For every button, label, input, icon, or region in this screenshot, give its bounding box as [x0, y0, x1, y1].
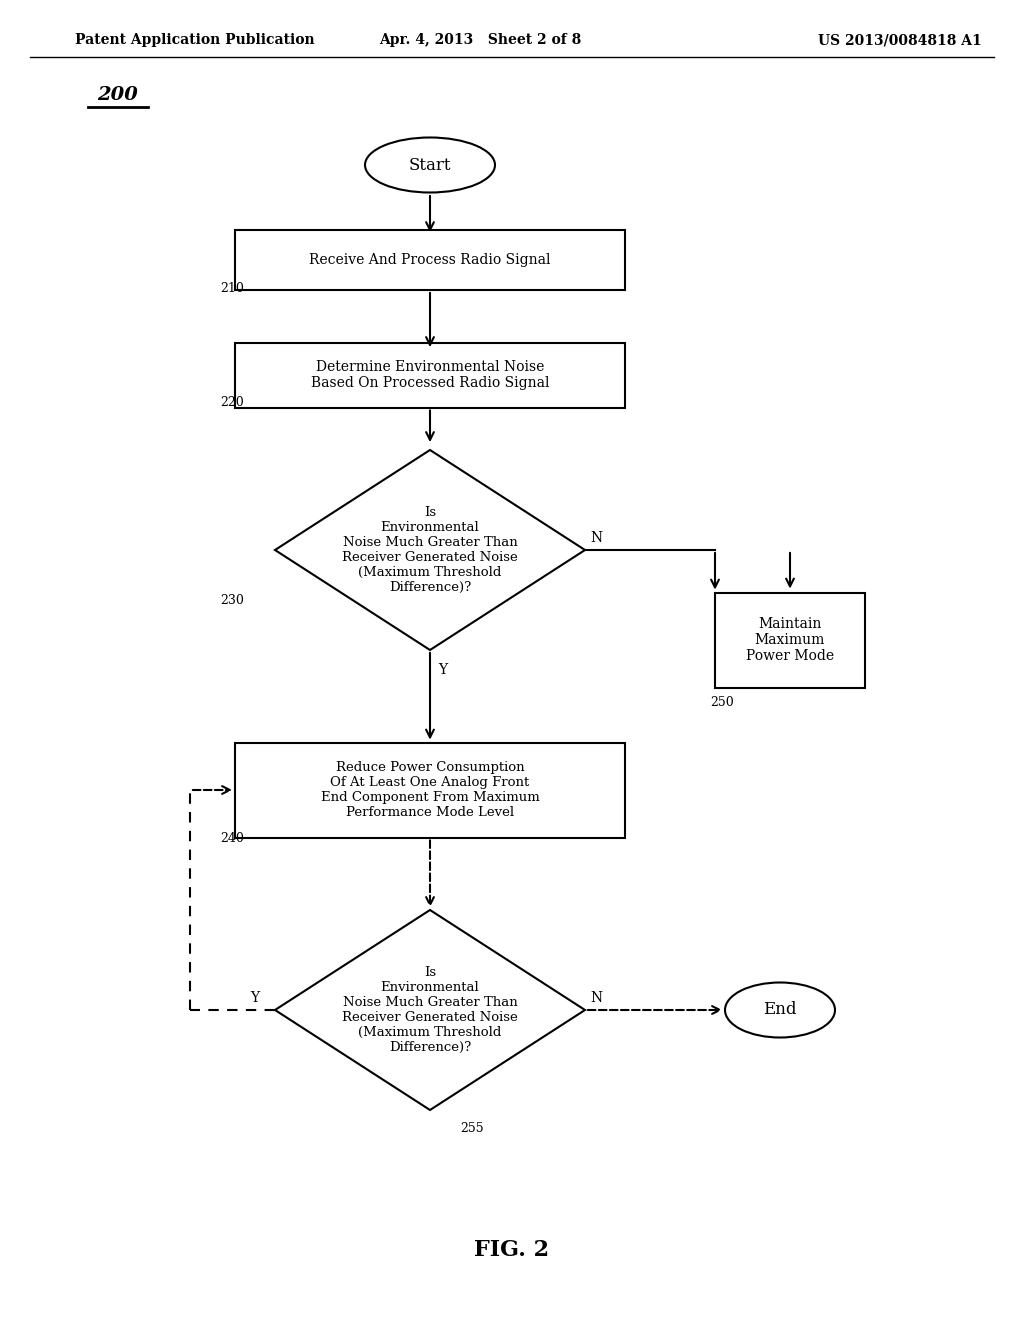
Text: Maintain
Maximum
Power Mode: Maintain Maximum Power Mode — [745, 616, 835, 663]
Text: Receive And Process Radio Signal: Receive And Process Radio Signal — [309, 253, 551, 267]
Text: Determine Environmental Noise
Based On Processed Radio Signal: Determine Environmental Noise Based On P… — [310, 360, 549, 391]
Bar — [715, 593, 865, 688]
Text: Apr. 4, 2013   Sheet 2 of 8: Apr. 4, 2013 Sheet 2 of 8 — [379, 33, 582, 48]
Text: FIG. 2: FIG. 2 — [474, 1239, 550, 1261]
Text: Reduce Power Consumption
Of At Least One Analog Front
End Component From Maximum: Reduce Power Consumption Of At Least One… — [321, 762, 540, 818]
Bar — [234, 742, 625, 837]
Text: US 2013/0084818 A1: US 2013/0084818 A1 — [818, 33, 982, 48]
Text: 230: 230 — [220, 594, 244, 606]
Text: Y: Y — [250, 991, 259, 1005]
Text: Start: Start — [409, 157, 452, 173]
Text: N: N — [590, 991, 602, 1005]
Text: 200: 200 — [97, 86, 138, 104]
Text: 255: 255 — [460, 1122, 483, 1134]
Text: 240: 240 — [220, 832, 244, 845]
Bar — [234, 230, 625, 290]
Text: Is
Environmental
Noise Much Greater Than
Receiver Generated Noise
(Maximum Thres: Is Environmental Noise Much Greater Than… — [342, 506, 518, 594]
Text: Y: Y — [438, 663, 447, 677]
Text: Patent Application Publication: Patent Application Publication — [75, 33, 314, 48]
Text: 210: 210 — [220, 281, 244, 294]
Text: N: N — [590, 531, 602, 545]
Text: 220: 220 — [220, 396, 244, 409]
Text: End: End — [763, 1002, 797, 1019]
Text: 250: 250 — [710, 696, 734, 709]
Bar — [234, 342, 625, 408]
Text: Is
Environmental
Noise Much Greater Than
Receiver Generated Noise
(Maximum Thres: Is Environmental Noise Much Greater Than… — [342, 966, 518, 1053]
